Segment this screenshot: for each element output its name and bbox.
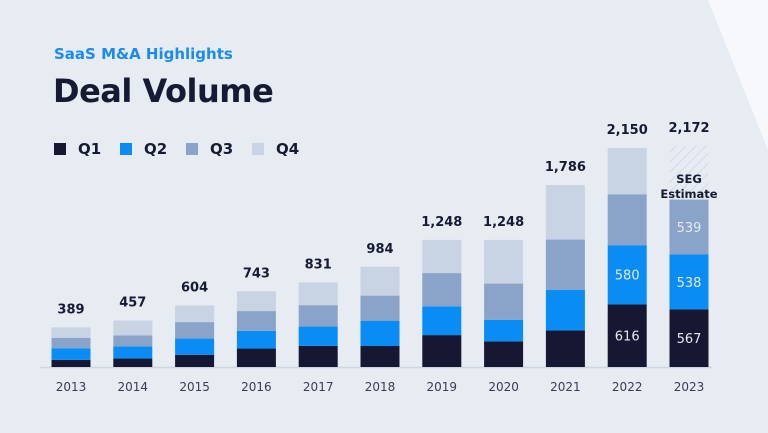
bar-segment-2017-q1 bbox=[298, 345, 338, 367]
total-label-2018: 984 bbox=[366, 242, 393, 257]
bar-segment-2013-q1 bbox=[51, 359, 91, 367]
bar-segment-2016-q2 bbox=[236, 330, 276, 349]
bar-segment-2014-q2 bbox=[113, 346, 153, 359]
x-tick-label: 2015 bbox=[179, 380, 210, 394]
bar-segment-2016-q3 bbox=[236, 311, 276, 331]
bar-segment-2014-q1 bbox=[113, 358, 153, 367]
bar-segment-2015-q4 bbox=[175, 305, 215, 323]
bar-segment-2018-q1 bbox=[360, 346, 400, 367]
bar-segment-2019-q4 bbox=[422, 239, 462, 274]
legend-swatch-q1 bbox=[54, 143, 66, 155]
bar-segment-2022-q4 bbox=[607, 148, 647, 195]
bar-segment-2023-q2 bbox=[669, 254, 709, 310]
legend-swatch-q3 bbox=[186, 143, 198, 155]
bar-segment-2016-q4 bbox=[236, 291, 276, 312]
bar-segment-2022-q1 bbox=[607, 304, 647, 367]
bar-segment-2019-q1 bbox=[422, 335, 462, 367]
total-label-2015: 604 bbox=[181, 280, 208, 295]
total-label-2023: 2,172 bbox=[668, 121, 709, 136]
bar-segment-2023-q4 bbox=[669, 145, 709, 200]
total-label-2020: 1,248 bbox=[483, 215, 524, 230]
bar-segment-2020-q2 bbox=[484, 319, 524, 342]
bar-segment-2022-q2 bbox=[607, 245, 647, 305]
bar-segment-2019-q3 bbox=[422, 273, 462, 307]
legend-item-q3: Q3 bbox=[186, 140, 252, 158]
legend-label: Q1 bbox=[78, 140, 102, 158]
estimate-label: Estimate bbox=[660, 187, 717, 201]
bar-segment-2015-q3 bbox=[175, 322, 215, 339]
segment-value-label: 539 bbox=[677, 221, 702, 236]
bar-segment-2023-q1 bbox=[669, 309, 709, 367]
legend-item-q1: Q1 bbox=[54, 140, 120, 158]
segment-value-label: 538 bbox=[677, 276, 702, 291]
bar-segment-2023-q3 bbox=[669, 199, 709, 255]
legend-item-q2: Q2 bbox=[120, 140, 186, 158]
total-label-2021: 1,786 bbox=[545, 160, 586, 175]
legend-label: Q2 bbox=[144, 140, 168, 158]
legend-swatch-q4 bbox=[252, 143, 264, 155]
x-tick-label: 2020 bbox=[488, 380, 519, 394]
bar-segment-2013-q4 bbox=[51, 327, 91, 338]
bar-segment-2017-q4 bbox=[298, 282, 338, 306]
x-tick-label: 2021 bbox=[550, 380, 581, 394]
x-tick-label: 2013 bbox=[56, 380, 87, 394]
bar-segment-2013-q3 bbox=[51, 337, 91, 349]
corner-decoration bbox=[708, 0, 768, 150]
bar-segment-2017-q3 bbox=[298, 305, 338, 327]
bar-segment-2018-q2 bbox=[360, 320, 400, 347]
bar-segment-2018-q3 bbox=[360, 295, 400, 321]
chart-subtitle: SaaS M&A Highlights bbox=[54, 45, 233, 63]
bar-segment-2022-q3 bbox=[607, 194, 647, 246]
total-label-2017: 831 bbox=[305, 257, 332, 272]
legend: Q1 Q2 Q3 Q4 bbox=[54, 140, 318, 158]
bar-segment-2020-q1 bbox=[484, 341, 524, 367]
bar-segment-2020-q3 bbox=[484, 283, 524, 320]
bar-segment-2021-q3 bbox=[545, 239, 585, 290]
legend-label: Q3 bbox=[210, 140, 234, 158]
bar-segment-2018-q4 bbox=[360, 266, 400, 296]
x-tick-label: 2023 bbox=[674, 380, 705, 394]
bar-segment-2021-q4 bbox=[545, 185, 585, 240]
estimate-label: SEG bbox=[676, 172, 702, 186]
chart-title: Deal Volume bbox=[53, 72, 274, 110]
segment-value-label: 567 bbox=[677, 332, 702, 347]
total-label-2022: 2,150 bbox=[607, 123, 648, 138]
segment-value-label: 580 bbox=[615, 269, 640, 284]
bar-segment-2014-q4 bbox=[113, 320, 153, 336]
x-tick-label: 2019 bbox=[427, 380, 458, 394]
bar-segment-2014-q3 bbox=[113, 335, 153, 347]
legend-label: Q4 bbox=[276, 140, 300, 158]
bar-segment-2017-q2 bbox=[298, 326, 338, 346]
legend-item-q4: Q4 bbox=[252, 140, 318, 158]
bar-segment-2015-q1 bbox=[175, 354, 215, 367]
x-tick-label: 2016 bbox=[241, 380, 272, 394]
x-tick-label: 2014 bbox=[118, 380, 149, 394]
bar-segment-2021-q1 bbox=[545, 330, 585, 367]
bar-segment-2016-q1 bbox=[236, 348, 276, 367]
bar-segment-2019-q2 bbox=[422, 306, 462, 336]
bar-segment-2021-q2 bbox=[545, 289, 585, 331]
bar-segment-2020-q4 bbox=[484, 239, 524, 284]
x-tick-label: 2017 bbox=[303, 380, 334, 394]
bar-segment-2013-q2 bbox=[51, 348, 91, 360]
bar-segment-2015-q2 bbox=[175, 338, 215, 355]
segment-value-label: 616 bbox=[615, 330, 640, 345]
total-label-2019: 1,248 bbox=[421, 215, 462, 230]
total-label-2016: 743 bbox=[243, 266, 270, 281]
x-tick-label: 2022 bbox=[612, 380, 643, 394]
total-label-2014: 457 bbox=[119, 295, 146, 310]
x-tick-label: 2018 bbox=[365, 380, 396, 394]
legend-swatch-q2 bbox=[120, 143, 132, 155]
total-label-2013: 389 bbox=[57, 302, 84, 317]
